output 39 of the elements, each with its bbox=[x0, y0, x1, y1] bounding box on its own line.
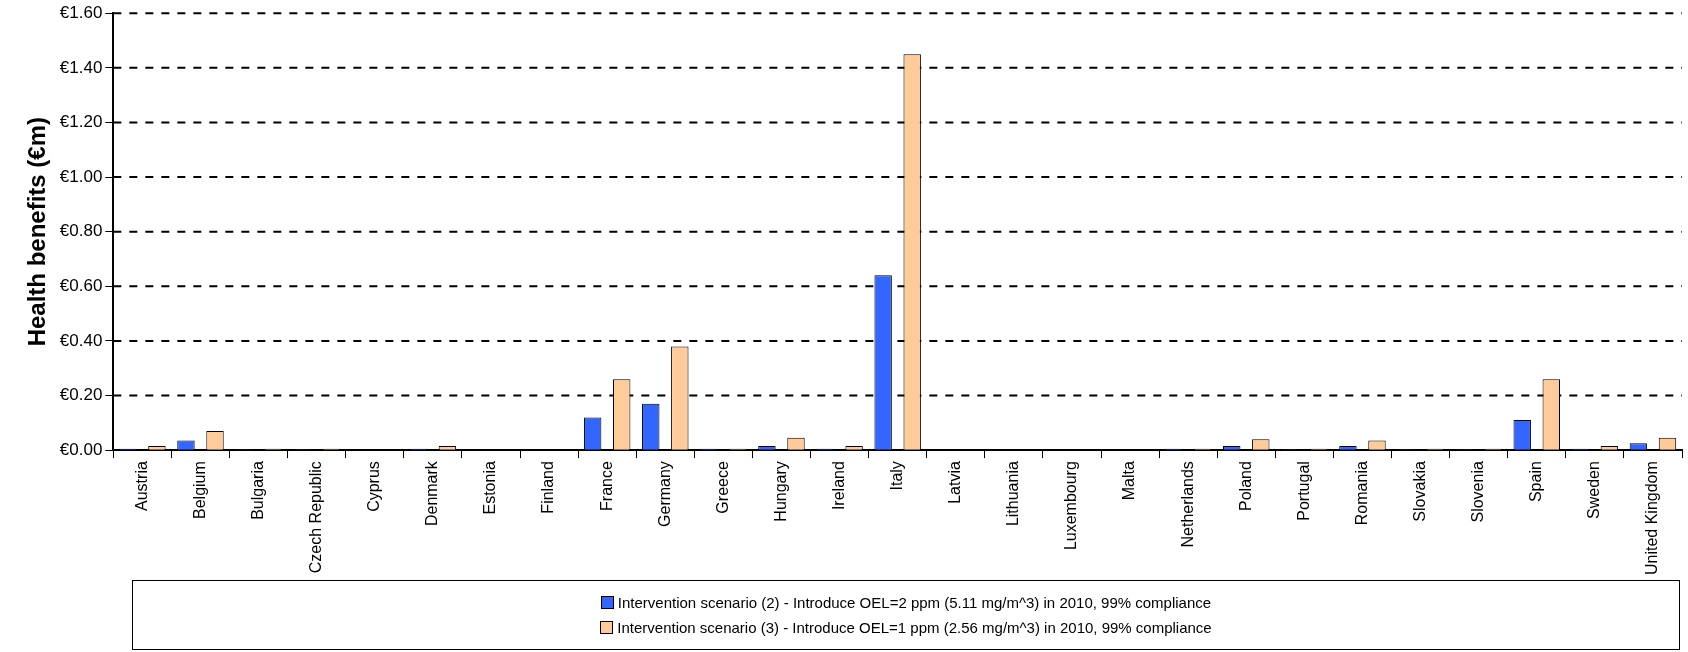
y-tick-label: €1.20 bbox=[59, 112, 103, 132]
x-tick-label: Sweden bbox=[1585, 461, 1603, 519]
x-tick-label: Denmark bbox=[423, 460, 441, 527]
x-tick-label: Portugal bbox=[1294, 461, 1312, 521]
x-tick-label: Lithuania bbox=[1004, 461, 1022, 527]
x-tick-label: Greece bbox=[713, 461, 731, 514]
x-tick-label: Spain bbox=[1527, 461, 1545, 503]
y-tick-label: €0.20 bbox=[59, 385, 103, 405]
x-tick-label: Belgium bbox=[190, 461, 208, 519]
x-tick-label: Luxembourg bbox=[1062, 461, 1080, 551]
y-axis-title: Health benefits (€m) bbox=[23, 116, 51, 347]
x-tick-label: Cyprus bbox=[365, 461, 383, 512]
x-tick-label: Hungary bbox=[771, 461, 789, 522]
y-tick-label: €1.40 bbox=[59, 57, 103, 77]
legend-label: Intervention scenario (3) - Introduce OEL=1 ppm (2.56 mg/m^3) in 2010, 99% compliance bbox=[617, 619, 1212, 636]
x-tick-label: Estonia bbox=[481, 461, 499, 515]
x-tick-label: Finland bbox=[539, 461, 557, 514]
x-tick-label: Slovenia bbox=[1469, 461, 1487, 523]
x-tick-label: Czech Republic bbox=[307, 461, 325, 574]
y-tick-label: €0.00 bbox=[59, 439, 103, 459]
y-tick-label: €0.80 bbox=[59, 221, 103, 241]
x-tick-label: Slovakia bbox=[1410, 461, 1428, 522]
x-tick-label: Austria bbox=[132, 461, 150, 511]
x-tick-label: Romania bbox=[1352, 461, 1370, 526]
x-tick-label: Ireland bbox=[829, 461, 847, 511]
x-tick-label: France bbox=[597, 461, 615, 511]
x-tick-label: United Kingdom bbox=[1643, 461, 1661, 575]
y-tick-label: €0.40 bbox=[59, 330, 103, 350]
legend-label: Intervention scenario (2) - Introduce OEL=2 ppm (5.11 mg/m^3) in 2010, 99% compliance bbox=[617, 594, 1212, 611]
x-tick-label: Germany bbox=[655, 461, 673, 527]
x-tick-label: Italy bbox=[888, 461, 906, 491]
x-tick-label: Bulgaria bbox=[248, 461, 266, 520]
x-tick-label: Netherlands bbox=[1178, 461, 1196, 548]
x-tick-label: Malta bbox=[1120, 461, 1138, 501]
y-tick-label: €1.60 bbox=[59, 2, 103, 22]
y-tick-label: €0.60 bbox=[59, 275, 103, 295]
y-tick-label: €1.00 bbox=[59, 166, 103, 186]
x-tick-label: Poland bbox=[1236, 461, 1254, 511]
x-tick-label: Latvia bbox=[946, 461, 964, 504]
